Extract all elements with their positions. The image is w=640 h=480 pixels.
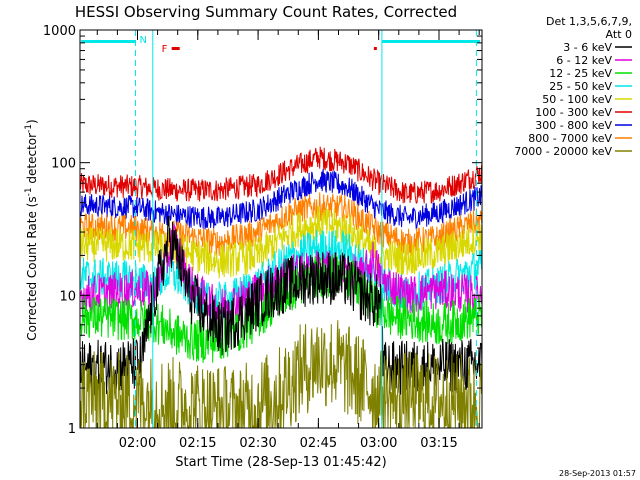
plot-frame — [79, 29, 483, 429]
series-line-4 — [79, 206, 483, 279]
y-axis: 1 10 100 1000 — [43, 24, 482, 437]
legend-label: 12 - 25 keV — [549, 67, 612, 80]
legend-header: Det 1,3,5,6,7,9, — [546, 15, 632, 28]
legend-label: 300 - 800 keV — [535, 119, 612, 132]
legend-label: 100 - 300 keV — [535, 106, 612, 119]
chart-title: HESSI Observing Summary Count Rates, Cor… — [75, 3, 457, 21]
y-tick-label: 10 — [59, 289, 76, 304]
legend-header: Att 0 — [606, 28, 632, 41]
y-tick-label: 1000 — [43, 24, 76, 39]
flare-bar-1 — [171, 47, 180, 50]
x-tick-label: 03:15 — [420, 436, 457, 451]
flare-bar-2 — [373, 47, 377, 50]
night-flag-label: N — [139, 35, 146, 46]
night-bar-1 — [81, 40, 136, 43]
legend-label: 6 - 12 keV — [556, 54, 612, 67]
y-axis-label: Corrected Count Rate (s-1 detector-1) — [24, 119, 39, 340]
legend-label: 25 - 50 keV — [549, 80, 612, 93]
y-tick-label: 100 — [51, 157, 76, 172]
x-tick-label: 02:45 — [300, 436, 337, 451]
x-tick-label: 02:15 — [179, 436, 216, 451]
x-axis-label: Start Time (28-Sep-13 01:45:42) — [175, 455, 386, 470]
plot-traces — [79, 146, 483, 430]
legend-label: 3 - 6 keV — [563, 41, 612, 54]
legend-label: 800 - 7000 keV — [528, 132, 612, 145]
legend-label: 50 - 100 keV — [542, 93, 612, 106]
y-tick-label: 1 — [68, 422, 76, 437]
x-tick-label: 02:00 — [119, 436, 156, 451]
legend-label: 7000 - 20000 keV — [514, 145, 612, 158]
x-axis: 02:00 02:15 02:30 02:45 03:00 03:15 — [96, 30, 480, 451]
footer-timestamp: 28-Sep-2013 01:57 — [559, 469, 636, 478]
x-tick-label: 02:30 — [239, 436, 276, 451]
flare-flag-label: F — [162, 44, 168, 55]
night-bar-2 — [381, 40, 480, 43]
plot-markers: NF — [81, 30, 480, 428]
series-line-1 — [79, 146, 483, 204]
x-tick-label: 03:00 — [360, 436, 397, 451]
series-line-2 — [79, 168, 483, 230]
